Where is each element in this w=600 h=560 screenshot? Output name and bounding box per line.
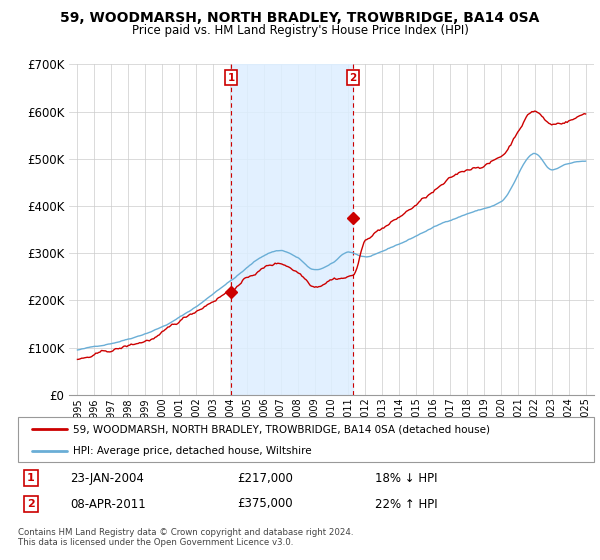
Text: 59, WOODMARSH, NORTH BRADLEY, TROWBRIDGE, BA14 0SA: 59, WOODMARSH, NORTH BRADLEY, TROWBRIDGE…: [61, 11, 539, 25]
Text: 59, WOODMARSH, NORTH BRADLEY, TROWBRIDGE, BA14 0SA (detached house): 59, WOODMARSH, NORTH BRADLEY, TROWBRIDGE…: [73, 424, 490, 435]
Text: £217,000: £217,000: [237, 472, 293, 485]
Text: 1: 1: [227, 73, 235, 83]
Text: 18% ↓ HPI: 18% ↓ HPI: [375, 472, 437, 485]
Text: Price paid vs. HM Land Registry's House Price Index (HPI): Price paid vs. HM Land Registry's House …: [131, 24, 469, 36]
Text: HPI: Average price, detached house, Wiltshire: HPI: Average price, detached house, Wilt…: [73, 446, 311, 456]
Text: Contains HM Land Registry data © Crown copyright and database right 2024.
This d: Contains HM Land Registry data © Crown c…: [18, 528, 353, 547]
Text: 1: 1: [27, 473, 35, 483]
Text: £375,000: £375,000: [237, 497, 293, 511]
Text: 23-JAN-2004: 23-JAN-2004: [70, 472, 144, 485]
Text: 2: 2: [350, 73, 357, 83]
Text: 22% ↑ HPI: 22% ↑ HPI: [375, 497, 438, 511]
Text: 2: 2: [27, 499, 35, 509]
Text: 08-APR-2011: 08-APR-2011: [70, 497, 146, 511]
